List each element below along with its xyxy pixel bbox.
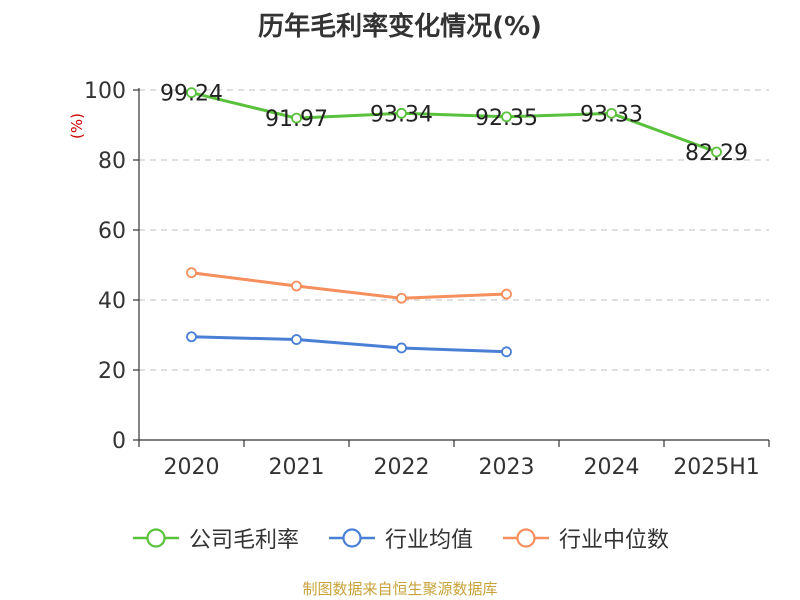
x-tick-label: 2023	[479, 455, 535, 480]
data-point	[291, 280, 302, 292]
data-label: 92.35	[475, 106, 538, 131]
legend-label: 行业中位数	[559, 528, 670, 553]
data-point	[186, 267, 197, 279]
x-tick-label: 2022	[374, 455, 430, 480]
legend-marker-icon	[328, 528, 375, 548]
y-axis-label: (%)	[68, 113, 86, 139]
y-tick-label: 60	[98, 219, 126, 244]
data-label: 82.29	[685, 141, 748, 166]
legend-item[interactable]: 行业均值	[327, 522, 473, 554]
data-point	[291, 334, 302, 345]
series-line	[191, 271, 507, 300]
data-label: 99.24	[160, 82, 223, 107]
x-tick-label: 2020	[164, 455, 220, 480]
data-label: 93.33	[580, 102, 643, 127]
legend-label: 行业均值	[384, 528, 473, 553]
series-line	[191, 91, 718, 154]
y-tick-label: 0	[112, 429, 126, 454]
data-point	[501, 346, 512, 358]
grid-lines	[139, 89, 769, 371]
series-layer	[186, 87, 722, 358]
legend-marker-icon	[503, 528, 549, 548]
legend-circle	[342, 528, 362, 548]
x-tick-label: 2021	[269, 455, 325, 480]
data-point	[606, 107, 617, 119]
y-tick-label: 100	[84, 79, 126, 104]
series-line	[191, 335, 507, 354]
data-point	[291, 112, 302, 124]
legend-item[interactable]: 行业中位数	[501, 522, 669, 554]
data-point	[396, 342, 407, 354]
legend: 公司毛利率 行业均值 行业中位数	[0, 518, 800, 558]
y-tick-label: 20	[98, 359, 126, 384]
data-point	[396, 292, 407, 304]
axes: 0 20 40 60 80 100 (%) 2020 2021 2022 2023 2024 2025H…	[68, 79, 770, 480]
legend-label: 公司毛利率	[188, 528, 299, 553]
y-tick-label: 80	[98, 149, 126, 174]
data-label: 91.97	[265, 107, 328, 132]
chart-title: 历年毛利率变化情况(%)	[258, 12, 542, 42]
x-tick-label: 2025H1	[673, 455, 760, 480]
data-point	[711, 146, 722, 158]
data-point	[501, 111, 512, 123]
legend-circle	[516, 528, 536, 548]
x-tick-label: 2024	[584, 455, 640, 480]
data-point	[186, 331, 197, 343]
legend-marker-icon	[132, 528, 179, 548]
data-point	[186, 87, 197, 99]
data-point	[501, 288, 512, 300]
legend-item[interactable]: 公司毛利率	[131, 522, 299, 554]
source-note: 制图数据来自恒生聚源数据库	[302, 580, 498, 598]
y-tick-label: 40	[98, 289, 126, 314]
legend-circle	[146, 528, 166, 548]
data-point	[396, 107, 407, 119]
data-label: 93.34	[370, 102, 433, 127]
data-labels: 99.24 91.97 93.34 92.35 93.33 82.29	[160, 82, 748, 166]
